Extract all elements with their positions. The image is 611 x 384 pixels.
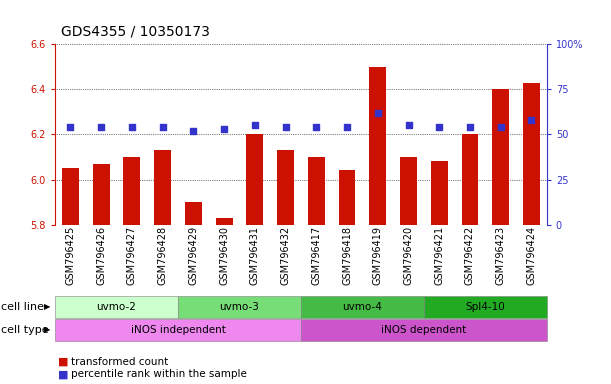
Bar <box>93 164 109 225</box>
Point <box>158 124 167 130</box>
Bar <box>400 157 417 225</box>
Text: uvmo-3: uvmo-3 <box>219 302 260 312</box>
Bar <box>246 134 263 225</box>
Text: iNOS independent: iNOS independent <box>131 325 225 335</box>
Point <box>404 122 414 128</box>
Text: Spl4-10: Spl4-10 <box>466 302 505 312</box>
Bar <box>308 157 324 225</box>
Point <box>219 126 229 132</box>
Bar <box>277 150 294 225</box>
Bar <box>185 202 202 225</box>
Text: uvmo-4: uvmo-4 <box>342 302 382 312</box>
Text: ▶: ▶ <box>44 325 50 334</box>
Point <box>280 124 290 130</box>
Bar <box>338 170 356 225</box>
Bar <box>369 67 386 225</box>
Bar <box>123 157 141 225</box>
Point <box>250 122 260 128</box>
Point <box>312 124 321 130</box>
Point <box>188 128 198 134</box>
Bar <box>431 162 448 225</box>
Text: ▶: ▶ <box>44 302 50 311</box>
Bar <box>216 218 233 225</box>
Bar <box>461 134 478 225</box>
Point <box>373 110 382 116</box>
Text: ■: ■ <box>58 357 68 367</box>
Point <box>434 124 444 130</box>
Point <box>496 124 506 130</box>
Point <box>465 124 475 130</box>
Bar <box>523 83 540 225</box>
Bar <box>492 89 509 225</box>
Text: ■: ■ <box>58 369 68 379</box>
Point <box>96 124 106 130</box>
Bar <box>62 168 79 225</box>
Text: cell line: cell line <box>1 302 43 312</box>
Point <box>65 124 75 130</box>
Text: uvmo-2: uvmo-2 <box>97 302 136 312</box>
Point <box>527 117 536 123</box>
Text: iNOS dependent: iNOS dependent <box>381 325 467 335</box>
Text: transformed count: transformed count <box>71 357 169 367</box>
Text: cell type: cell type <box>1 325 48 335</box>
Point <box>127 124 137 130</box>
Text: percentile rank within the sample: percentile rank within the sample <box>71 369 247 379</box>
Text: GDS4355 / 10350173: GDS4355 / 10350173 <box>61 25 210 38</box>
Point <box>342 124 352 130</box>
Bar <box>154 150 171 225</box>
